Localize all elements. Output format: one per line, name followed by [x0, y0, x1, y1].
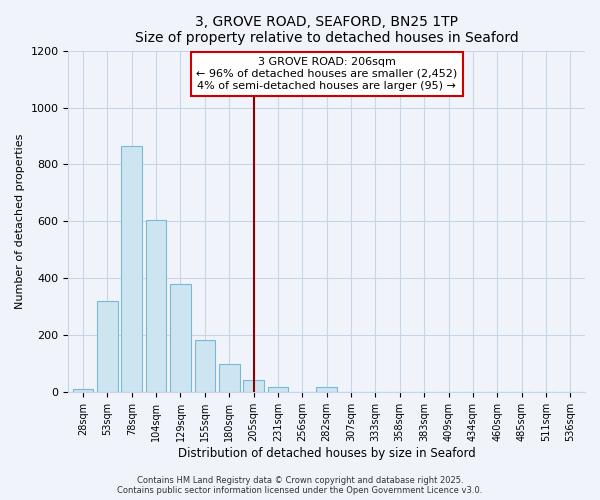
Bar — [194, 340, 215, 392]
Bar — [97, 301, 118, 392]
Bar — [243, 380, 264, 392]
Text: 3 GROVE ROAD: 206sqm
← 96% of detached houses are smaller (2,452)
4% of semi-det: 3 GROVE ROAD: 206sqm ← 96% of detached h… — [196, 58, 457, 90]
Bar — [219, 364, 239, 392]
Bar — [146, 220, 166, 392]
Bar — [73, 390, 94, 392]
Y-axis label: Number of detached properties: Number of detached properties — [15, 134, 25, 309]
Text: Contains HM Land Registry data © Crown copyright and database right 2025.
Contai: Contains HM Land Registry data © Crown c… — [118, 476, 482, 495]
Bar — [268, 386, 289, 392]
Title: 3, GROVE ROAD, SEAFORD, BN25 1TP
Size of property relative to detached houses in: 3, GROVE ROAD, SEAFORD, BN25 1TP Size of… — [135, 15, 518, 45]
X-axis label: Distribution of detached houses by size in Seaford: Distribution of detached houses by size … — [178, 447, 476, 460]
Bar — [170, 284, 191, 393]
Bar — [121, 146, 142, 392]
Bar — [316, 387, 337, 392]
